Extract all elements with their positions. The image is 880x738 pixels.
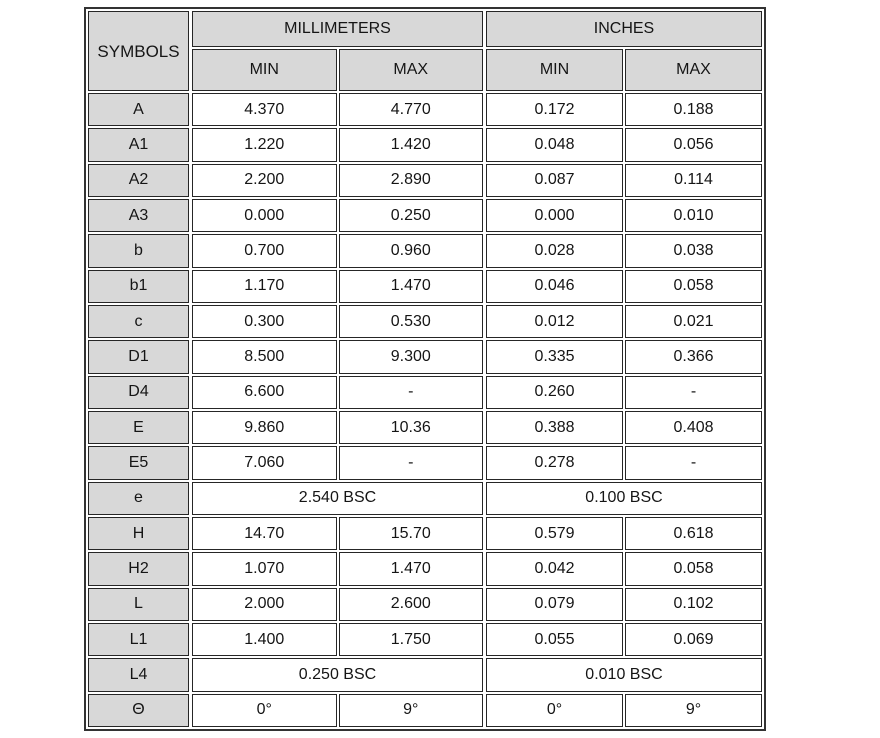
- value-cell-min: 0.000: [486, 198, 623, 233]
- value-cell-min: 0.278: [486, 446, 623, 480]
- inches-max-header-cell: MAX: [625, 49, 762, 91]
- value-cell-min: 0.260: [486, 375, 623, 409]
- value-cell-min: 0.000: [192, 198, 337, 233]
- value-cell-min: 8.500: [192, 340, 337, 374]
- value-cell-max: 0.408: [625, 410, 762, 445]
- symbol-cell: A2: [88, 163, 189, 197]
- value-cell-bsc: 2.540 BSC: [192, 481, 483, 515]
- symbol-cell: b: [88, 234, 189, 268]
- value-cell-min: 0.055: [486, 622, 623, 657]
- value-cell-max: 0.038: [625, 234, 762, 268]
- symbol-cell: L4: [88, 658, 189, 692]
- value-cell-max: 1.470: [338, 552, 483, 586]
- value-cell-max: -: [338, 375, 483, 409]
- symbol-cell: E: [88, 410, 189, 445]
- value-cell-max: 0.021: [625, 304, 762, 339]
- symbol-cell: e: [88, 481, 189, 515]
- value-cell-min: 9.860: [192, 410, 337, 445]
- value-cell-max: 0.010: [625, 198, 762, 233]
- symbol-cell: b1: [88, 269, 189, 303]
- value-cell-min: 0.046: [486, 269, 623, 303]
- millimeters-max-header-cell: MAX: [338, 49, 483, 91]
- value-cell-min: 0.028: [486, 234, 623, 268]
- value-cell-max: 0.366: [625, 340, 762, 374]
- value-cell-max: 9.300: [338, 340, 483, 374]
- package-dimensions-table: SYMBOLS A A1 A2 A3 b b1 c D1 D4 E E5 e H H2 L L1 L4 Θ MIL…: [84, 7, 766, 731]
- symbol-cell: A3: [88, 198, 189, 233]
- value-cell-min: 1.170: [192, 269, 337, 303]
- value-cell-min: 0.079: [486, 587, 623, 621]
- inches-group: INCHES MIN MAX 0.172 0.188 0.048 0.056 0.087…: [486, 11, 762, 727]
- value-cell-max: 0.618: [625, 516, 762, 551]
- value-cell-max: 9°: [625, 693, 762, 727]
- symbol-cell: L1: [88, 622, 189, 657]
- value-cell-min: 4.370: [192, 93, 337, 127]
- symbol-cell: A: [88, 93, 189, 127]
- value-cell-max: 0.058: [625, 552, 762, 586]
- value-cell-min: 2.200: [192, 163, 337, 197]
- value-cell-max: 2.600: [338, 587, 483, 621]
- value-cell-min: 1.070: [192, 552, 337, 586]
- value-cell-max: 1.420: [338, 128, 483, 162]
- symbols-column: SYMBOLS A A1 A2 A3 b b1 c D1 D4 E E5 e H H2 L L1 L4 Θ: [88, 11, 189, 727]
- value-cell-max: 0.188: [625, 93, 762, 127]
- value-cell-max: 0.960: [338, 234, 483, 268]
- value-cell-min: 2.000: [192, 587, 337, 621]
- value-cell-min: 6.600: [192, 375, 337, 409]
- millimeters-header-cell: MILLIMETERS: [192, 11, 483, 47]
- symbol-cell: H: [88, 516, 189, 551]
- value-cell-min: 7.060: [192, 446, 337, 480]
- symbol-cell: D1: [88, 340, 189, 374]
- value-cell-min: 0.700: [192, 234, 337, 268]
- symbol-cell: L: [88, 587, 189, 621]
- value-cell-max: 0.069: [625, 622, 762, 657]
- symbol-cell: c: [88, 304, 189, 339]
- value-cell-max: 0.056: [625, 128, 762, 162]
- value-cell-bsc: 0.250 BSC: [192, 658, 483, 692]
- value-cell-max: 1.470: [338, 269, 483, 303]
- inches-header-cell: INCHES: [486, 11, 762, 47]
- value-cell-min: 0.335: [486, 340, 623, 374]
- value-cell-max: 2.890: [338, 163, 483, 197]
- symbol-cell: H2: [88, 552, 189, 586]
- value-cell-min: 1.400: [192, 622, 337, 657]
- value-cell-min: 0.388: [486, 410, 623, 445]
- millimeters-min-header-cell: MIN: [192, 49, 337, 91]
- value-cell-max: 0.058: [625, 269, 762, 303]
- symbol-cell: A1: [88, 128, 189, 162]
- value-cell-min: 14.70: [192, 516, 337, 551]
- value-cell-min: 0°: [192, 693, 337, 727]
- value-cell-bsc: 0.010 BSC: [486, 658, 762, 692]
- value-cell-min: 0.012: [486, 304, 623, 339]
- value-cell-max: 0.530: [338, 304, 483, 339]
- value-cell-max: 15.70: [338, 516, 483, 551]
- value-cell-min: 0.087: [486, 163, 623, 197]
- value-cell-bsc: 0.100 BSC: [486, 481, 762, 515]
- value-cell-min: 0.579: [486, 516, 623, 551]
- symbols-header-cell: SYMBOLS: [88, 11, 189, 91]
- inches-min-header-cell: MIN: [486, 49, 623, 91]
- symbol-cell: Θ: [88, 693, 189, 727]
- value-cell-min: 0.172: [486, 93, 623, 127]
- value-cell-max: 9°: [338, 693, 483, 727]
- value-cell-min: 0°: [486, 693, 623, 727]
- value-cell-max: -: [625, 446, 762, 480]
- symbol-cell: E5: [88, 446, 189, 480]
- value-cell-max: -: [625, 375, 762, 409]
- value-cell-max: 4.770: [338, 93, 483, 127]
- value-cell-min: 1.220: [192, 128, 337, 162]
- value-cell-max: 0.250: [338, 198, 483, 233]
- value-cell-max: 0.114: [625, 163, 762, 197]
- value-cell-min: 0.048: [486, 128, 623, 162]
- value-cell-max: 1.750: [338, 622, 483, 657]
- millimeters-group: MILLIMETERS MIN MAX 4.370 4.770 1.220 1.420…: [192, 11, 483, 727]
- value-cell-min: 0.042: [486, 552, 623, 586]
- value-cell-max: 10.36: [338, 410, 483, 445]
- value-cell-max: 0.102: [625, 587, 762, 621]
- symbol-cell: D4: [88, 375, 189, 409]
- value-cell-min: 0.300: [192, 304, 337, 339]
- value-cell-max: -: [338, 446, 483, 480]
